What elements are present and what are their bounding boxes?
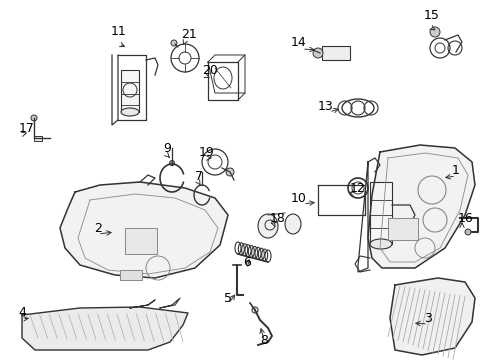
Text: 13: 13 bbox=[317, 99, 332, 112]
Text: 2: 2 bbox=[94, 221, 102, 234]
Polygon shape bbox=[367, 145, 474, 268]
Bar bbox=[34, 136, 42, 141]
Polygon shape bbox=[22, 307, 187, 350]
Bar bbox=[125, 228, 157, 254]
Text: 20: 20 bbox=[202, 63, 218, 77]
Text: 18: 18 bbox=[269, 211, 285, 225]
Circle shape bbox=[31, 115, 37, 121]
Circle shape bbox=[312, 48, 323, 58]
Circle shape bbox=[225, 168, 234, 176]
Text: 11: 11 bbox=[111, 25, 126, 38]
Circle shape bbox=[464, 229, 470, 235]
Text: 8: 8 bbox=[260, 334, 267, 347]
Bar bbox=[387, 218, 417, 240]
Bar bbox=[321, 46, 349, 60]
Bar bbox=[369, 182, 391, 244]
Text: 4: 4 bbox=[18, 306, 26, 320]
Text: 19: 19 bbox=[198, 145, 214, 158]
Text: 3: 3 bbox=[423, 311, 431, 324]
Text: 10: 10 bbox=[290, 192, 306, 204]
Polygon shape bbox=[60, 182, 227, 278]
Circle shape bbox=[171, 40, 177, 46]
Text: 9: 9 bbox=[163, 143, 170, 156]
Text: 14: 14 bbox=[290, 36, 305, 49]
Ellipse shape bbox=[285, 214, 301, 234]
Circle shape bbox=[169, 161, 174, 166]
Text: 1: 1 bbox=[451, 163, 459, 176]
Ellipse shape bbox=[121, 108, 139, 116]
Text: 15: 15 bbox=[423, 9, 439, 22]
Bar bbox=[120, 270, 142, 280]
Ellipse shape bbox=[369, 239, 391, 249]
Text: 17: 17 bbox=[19, 122, 35, 135]
Text: 6: 6 bbox=[243, 256, 250, 270]
Text: 21: 21 bbox=[181, 28, 196, 41]
Text: 7: 7 bbox=[195, 171, 203, 184]
Text: 12: 12 bbox=[349, 181, 365, 194]
Text: 16: 16 bbox=[457, 211, 473, 225]
Polygon shape bbox=[389, 278, 474, 355]
Bar bbox=[121, 70, 139, 112]
Text: 5: 5 bbox=[224, 292, 231, 305]
Ellipse shape bbox=[258, 214, 278, 238]
Circle shape bbox=[429, 27, 439, 37]
